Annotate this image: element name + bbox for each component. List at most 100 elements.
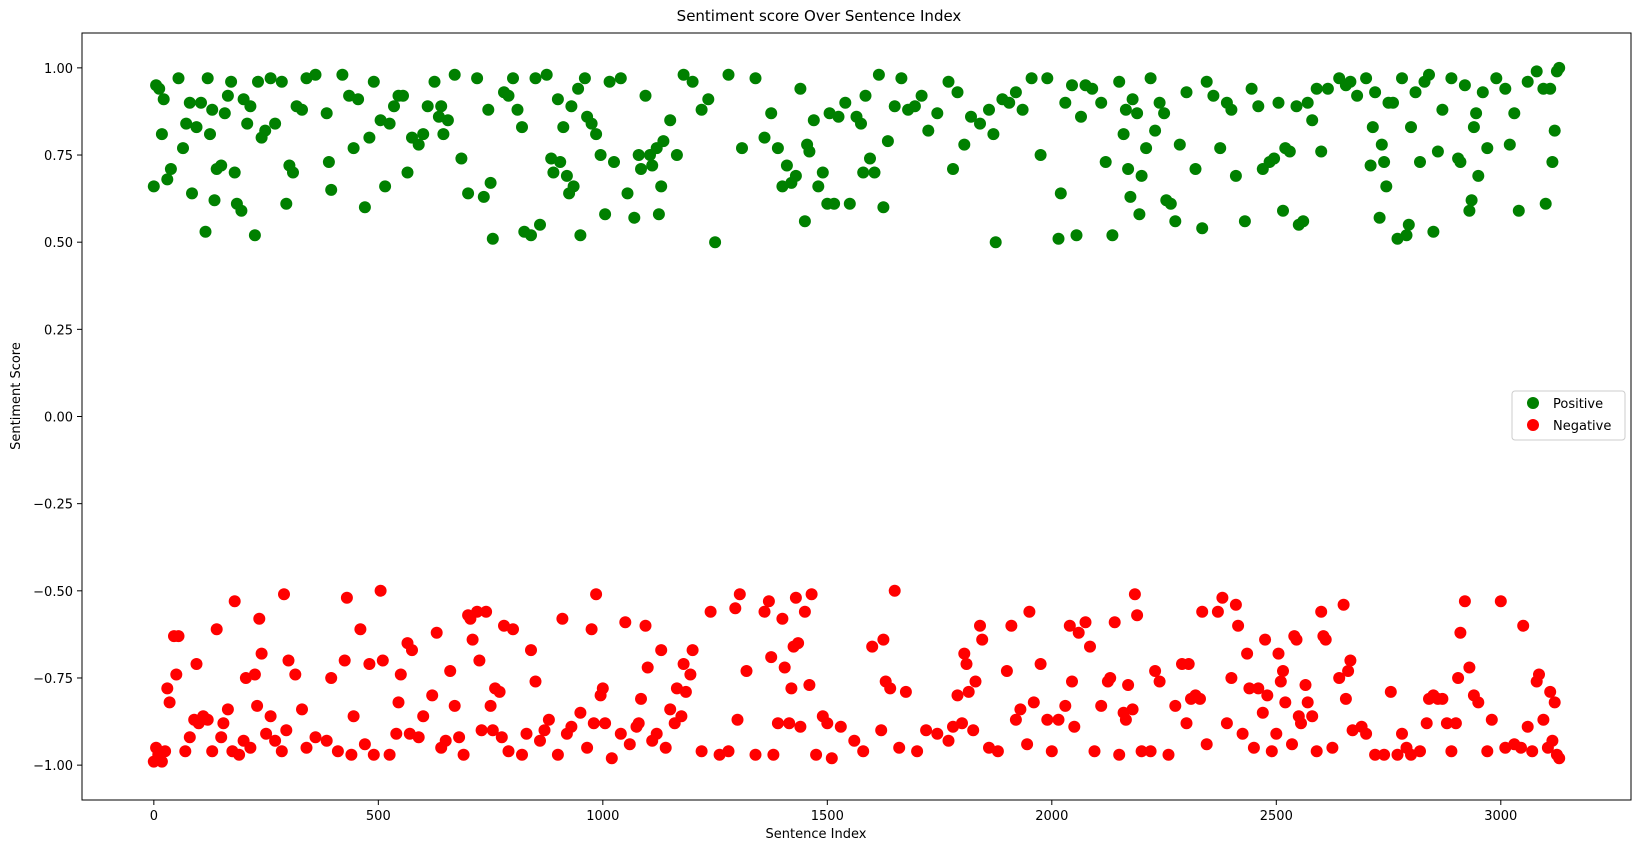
legend-frame	[1511, 390, 1626, 441]
data-point	[215, 731, 228, 744]
data-point	[1405, 121, 1417, 134]
data-point	[244, 100, 257, 113]
data-point	[208, 194, 221, 207]
data-point	[821, 717, 834, 730]
data-point	[864, 152, 876, 165]
data-point	[1025, 72, 1038, 85]
data-point	[866, 640, 879, 653]
data-point	[239, 672, 252, 684]
data-point	[1373, 211, 1386, 224]
data-point	[1481, 142, 1494, 155]
data-point	[931, 107, 944, 120]
data-point	[217, 717, 230, 730]
y-tick-label: −0.25	[33, 498, 73, 513]
data-point	[259, 124, 272, 137]
data-point	[1553, 61, 1566, 74]
data-point	[534, 734, 546, 747]
data-point	[1539, 197, 1552, 210]
y-tick-label: 0.75	[44, 149, 73, 164]
x-tick-label: 3000	[1484, 809, 1517, 824]
data-point	[1384, 685, 1397, 698]
data-point	[1499, 82, 1512, 95]
data-point	[379, 180, 392, 193]
data-point	[789, 169, 802, 182]
data-point	[686, 644, 699, 657]
data-point	[455, 152, 468, 165]
data-point	[1023, 605, 1036, 618]
data-point	[1274, 675, 1287, 688]
data-point	[1272, 96, 1285, 109]
data-point	[893, 741, 906, 754]
data-point	[765, 107, 778, 120]
data-point	[951, 86, 964, 99]
data-point	[619, 616, 632, 629]
data-point	[967, 724, 980, 737]
data-point	[343, 89, 356, 102]
data-point	[233, 748, 246, 761]
data-point	[1041, 713, 1054, 726]
x-tick-label: 1000	[586, 809, 619, 824]
data-point	[296, 103, 308, 116]
data-point	[1059, 699, 1072, 712]
data-point	[908, 100, 921, 113]
data-point	[251, 699, 264, 712]
data-point	[1544, 82, 1557, 95]
data-point	[670, 682, 683, 695]
data-point	[1452, 672, 1465, 684]
data-point	[172, 630, 185, 643]
data-point	[780, 159, 793, 172]
data-point	[1131, 609, 1144, 622]
data-point	[1119, 103, 1132, 116]
data-point	[931, 727, 944, 740]
data-point	[255, 647, 268, 660]
data-point	[614, 72, 627, 85]
data-point	[1306, 710, 1319, 723]
data-point	[406, 644, 418, 657]
data-point	[1344, 75, 1357, 88]
data-point	[947, 163, 959, 175]
data-point	[287, 166, 299, 179]
data-point	[252, 75, 264, 88]
data-point	[444, 665, 457, 677]
data-point	[280, 724, 293, 737]
data-point	[798, 605, 811, 618]
data-point	[1173, 138, 1186, 151]
data-point	[253, 612, 266, 625]
data-point	[1063, 619, 1076, 632]
data-point	[540, 68, 553, 81]
data-point	[507, 623, 519, 636]
data-point	[646, 159, 659, 172]
data-point	[736, 142, 748, 155]
data-point	[392, 696, 405, 709]
data-point	[1200, 75, 1213, 88]
data-point	[1515, 741, 1527, 754]
data-point	[976, 633, 989, 646]
data-point	[300, 741, 313, 754]
data-point	[792, 637, 805, 650]
data-point	[960, 658, 973, 670]
data-point	[855, 117, 867, 130]
data-point	[1079, 616, 1092, 629]
data-point	[309, 68, 322, 81]
data-point	[1256, 706, 1269, 719]
data-point	[1162, 748, 1175, 761]
data-point	[218, 107, 231, 120]
data-point	[1095, 96, 1108, 109]
data-point	[1283, 145, 1296, 158]
data-point	[1238, 215, 1251, 228]
data-point	[275, 75, 288, 88]
data-point	[958, 138, 971, 151]
data-point	[816, 166, 829, 179]
data-point	[1236, 727, 1249, 740]
data-point	[282, 654, 295, 667]
data-point	[534, 218, 546, 231]
data-point	[758, 131, 771, 144]
series-positive	[147, 61, 1566, 249]
data-point	[1229, 598, 1242, 611]
data-point	[1225, 672, 1238, 684]
data-point	[956, 717, 968, 730]
data-point	[843, 197, 856, 210]
data-point	[1149, 124, 1162, 137]
data-point	[525, 229, 537, 242]
data-point	[1095, 699, 1108, 712]
